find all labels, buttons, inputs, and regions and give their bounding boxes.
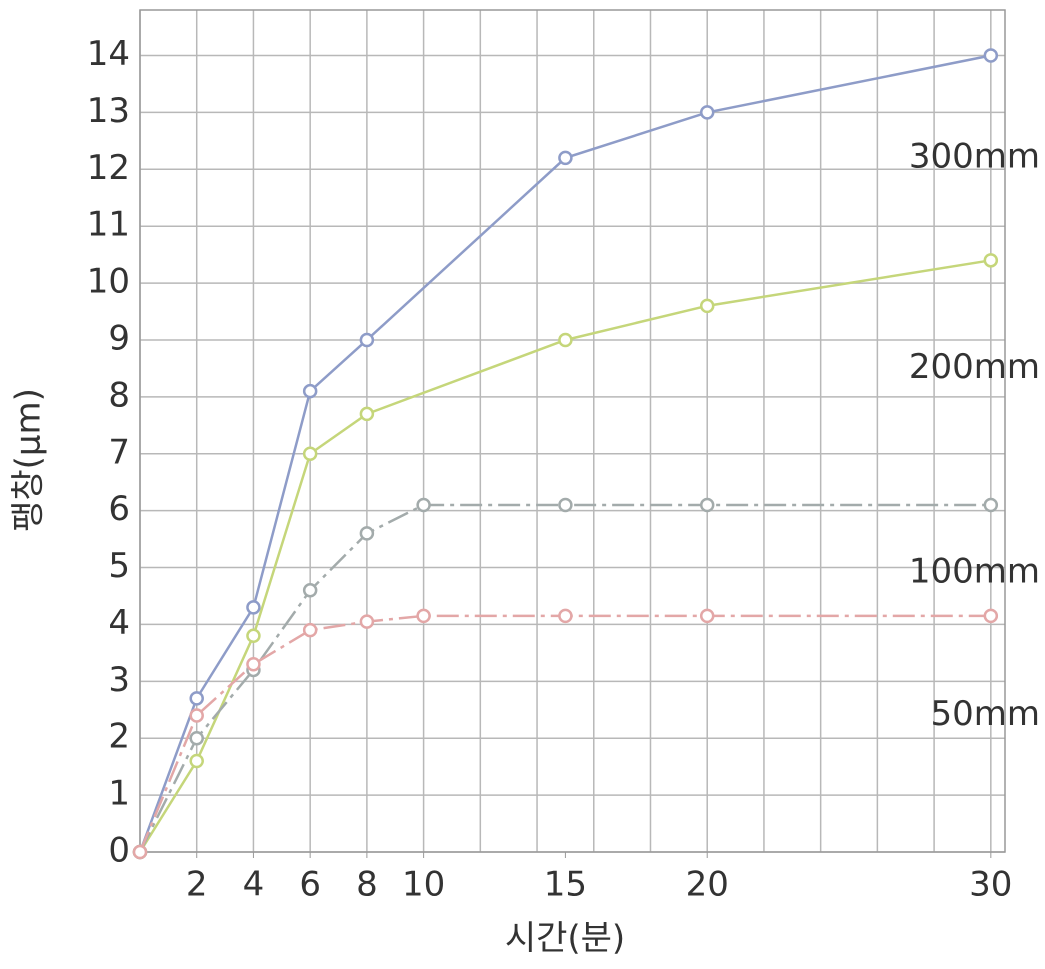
data-point (416, 497, 431, 513)
data-point (246, 657, 261, 672)
y-tick-label: 6 (108, 489, 130, 529)
plot-frame (139, 9, 1006, 853)
data-point (983, 253, 999, 268)
y-tick-label: 11 (87, 205, 130, 245)
series-label: 300mm (909, 136, 1040, 176)
x-axis-label: 시간(분) (505, 919, 625, 959)
y-tick-label: 10 (87, 262, 130, 302)
series-label: 200mm (909, 347, 1040, 387)
x-tick-label: 15 (544, 865, 587, 905)
y-tick-label: 5 (108, 546, 130, 586)
data-point (189, 730, 204, 746)
data-point (359, 614, 375, 629)
data-point (359, 332, 375, 348)
x-tick-label: 6 (299, 865, 321, 905)
series-label: 50mm (930, 694, 1040, 734)
y-axis-label: 팽창(μm) (9, 388, 49, 532)
data-point (983, 497, 999, 513)
y-tick-label: 1 (108, 774, 130, 814)
y-tick-label: 2 (108, 717, 130, 757)
data-point (983, 48, 999, 63)
y-tick-label: 3 (108, 660, 130, 700)
x-tick-label: 30 (969, 865, 1012, 905)
data-point (699, 105, 715, 120)
data-point (189, 691, 204, 706)
y-tick-label: 14 (87, 34, 130, 74)
data-point (246, 628, 261, 644)
data-point (699, 298, 715, 314)
data-point (189, 753, 204, 769)
data-point (416, 608, 431, 624)
x-tick-label: 10 (402, 865, 445, 905)
data-point (246, 600, 261, 615)
y-tick-label: 9 (108, 318, 130, 358)
data-point (302, 446, 318, 462)
y-tick-label: 7 (108, 432, 130, 472)
data-point (558, 332, 573, 348)
data-point (699, 608, 715, 624)
data-point (558, 150, 573, 166)
y-tick-label: 13 (87, 91, 130, 131)
data-point (132, 844, 148, 860)
x-tick-label: 20 (686, 865, 729, 905)
series-label: 100mm (909, 552, 1040, 592)
x-tick-label: 8 (356, 865, 378, 905)
data-point (302, 583, 318, 598)
data-point (558, 608, 573, 624)
data-point (302, 622, 318, 638)
data-point (983, 608, 999, 624)
x-tick-label: 2 (186, 865, 208, 905)
y-tick-label: 12 (87, 148, 130, 188)
data-point (359, 406, 375, 422)
data-point (302, 383, 318, 399)
data-point (189, 708, 204, 723)
data-point (699, 497, 715, 513)
data-point (359, 526, 375, 541)
y-tick-label: 0 (108, 831, 130, 871)
y-tick-label: 8 (108, 375, 130, 415)
data-point (558, 497, 573, 513)
x-tick-label: 4 (243, 865, 265, 905)
y-tick-label: 4 (108, 603, 130, 643)
series-line (138, 54, 992, 853)
series-line (138, 259, 992, 853)
